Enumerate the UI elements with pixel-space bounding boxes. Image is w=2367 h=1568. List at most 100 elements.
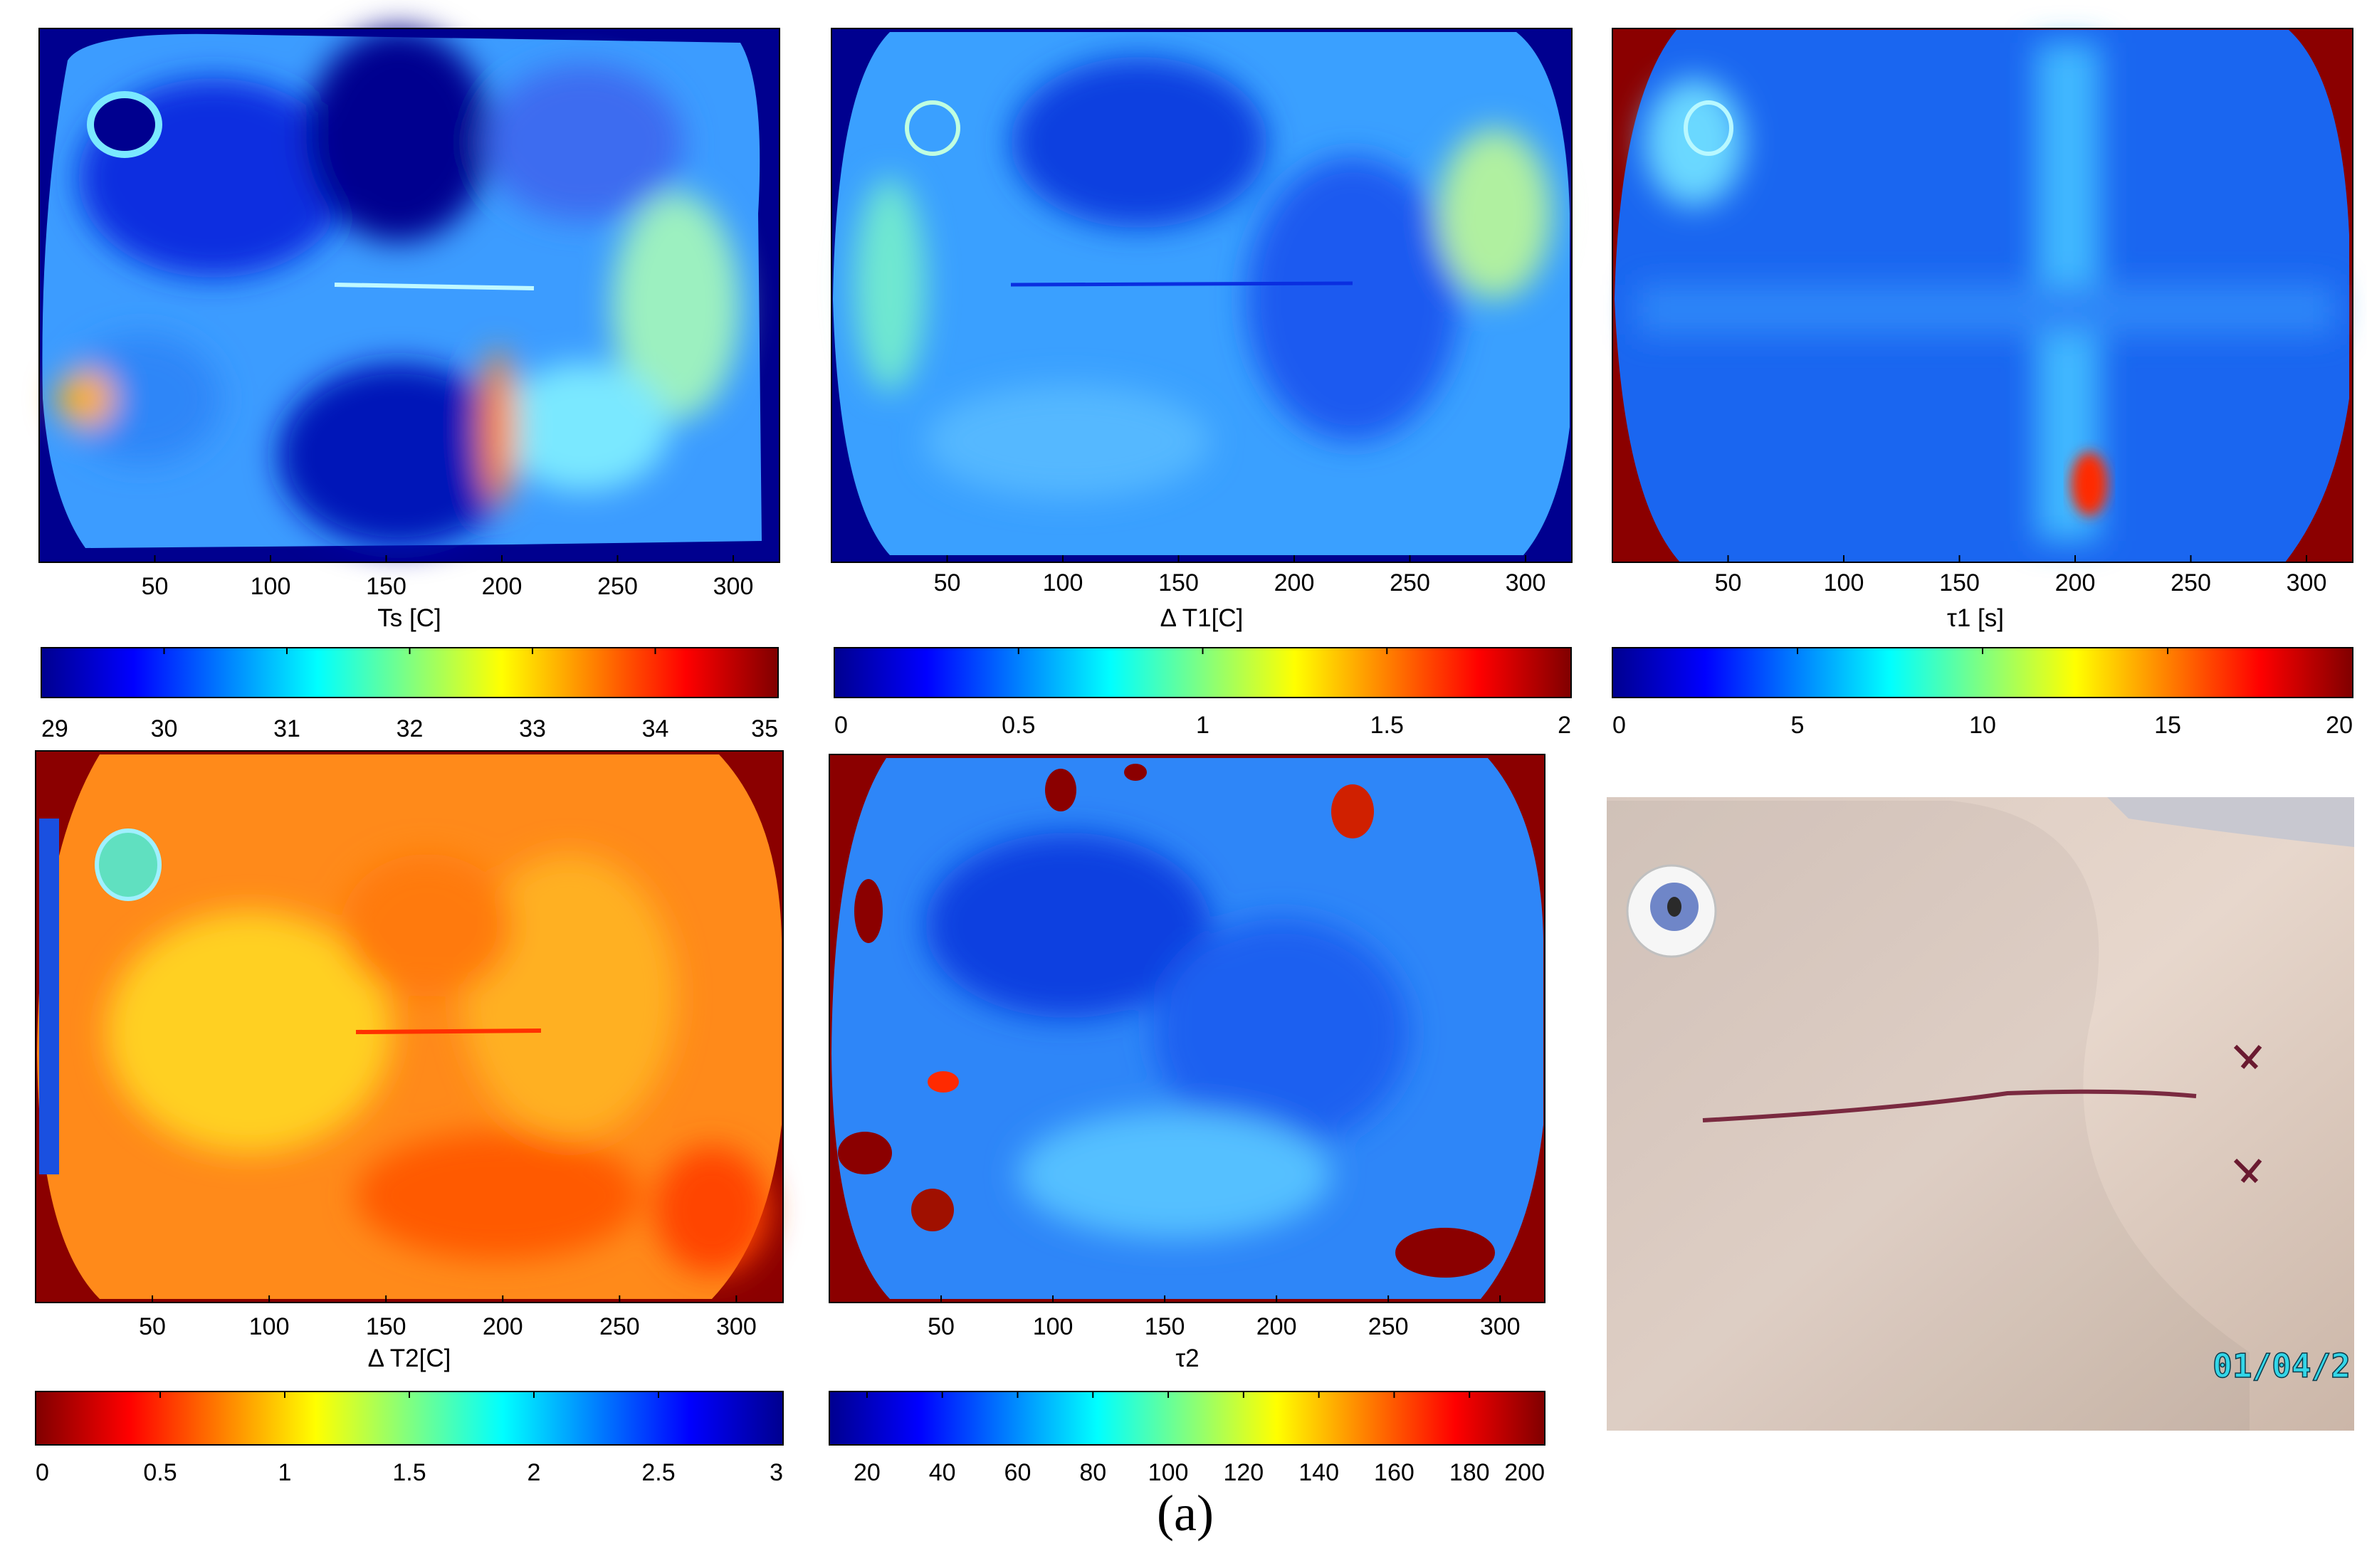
panel-tau1: 50 100 150 200 250 300 τ1 [s] 0 5 10 15 20 xyxy=(1612,28,2353,739)
colorbar-tick-label-dt2-2: 2 xyxy=(528,1459,541,1486)
colorbar-gradient-dt1 xyxy=(834,647,1572,698)
high-value-blobs-tau2 xyxy=(838,764,1495,1278)
x-axis-tau1: 50 100 150 200 250 300 xyxy=(1715,555,2327,596)
heatmap-dt1 xyxy=(833,32,1570,555)
colorbar-tick-label-tau1-15: 15 xyxy=(2154,712,2181,739)
colorbar-tick-label-tau2-20: 20 xyxy=(854,1459,881,1486)
colorbar-tick-label-tau2-180: 180 xyxy=(1449,1459,1490,1486)
colorbar-tick-label-tau2-80: 80 xyxy=(1079,1459,1106,1486)
heatmap-tau2 xyxy=(831,758,1543,1299)
heatmap-tau1 xyxy=(1615,30,2349,562)
colorbar-tick-label-tau1-5: 5 xyxy=(1791,712,1805,739)
incision-line-dt2 xyxy=(355,1028,542,1034)
colorbar-tick-label-tau2-100: 100 xyxy=(1148,1459,1189,1486)
x-tick-label-tau1-50: 50 xyxy=(1715,569,1742,596)
x-axis-tau2: 50 100 150 200 250 300 xyxy=(928,1295,1521,1340)
colorbar-ts: 29 30 31 32 33 34 35 xyxy=(41,647,779,742)
x-tick-label-tau1-250: 250 xyxy=(2171,569,2211,596)
x-tick-label-dt2-200: 200 xyxy=(483,1313,523,1340)
colorbar-tick-label-ts-33: 33 xyxy=(519,715,546,742)
panel-dt2: 50 100 150 200 250 300 Δ T2[C] 0 0.5 1 1.5 2 2.5 3 xyxy=(35,750,784,1486)
x-axis-ts: 50 100 150 200 250 300 xyxy=(142,555,753,600)
plot-outline-tau2 xyxy=(829,754,1545,1303)
colorbar-gradient-tau2 xyxy=(829,1391,1545,1446)
colorbar-gradient-tau1 xyxy=(1612,647,2353,698)
colorbar-tick-label-tau2-120: 120 xyxy=(1223,1459,1264,1486)
photo-date-stamp: 01/04/2 xyxy=(2213,1347,2351,1385)
colorbar-gradient-ts xyxy=(41,647,779,698)
heatmap-dt2 xyxy=(37,754,782,1299)
colorbar-tick-label-ts-35: 35 xyxy=(751,715,778,742)
colorbar-tick-label-tau2-140: 140 xyxy=(1298,1459,1339,1486)
plot-outline-dt1 xyxy=(831,28,1573,563)
drain-site-upper xyxy=(2233,1044,2262,1070)
colorbar-tick-label-tau2-60: 60 xyxy=(1004,1459,1032,1486)
colorbar-tick-label-ts-31: 31 xyxy=(273,715,300,742)
x-tick-label-dt1-100: 100 xyxy=(1043,569,1083,596)
colorbar-tick-label-tau2-160: 160 xyxy=(1374,1459,1415,1486)
colorbar-tick-label-dt2-1.5: 1.5 xyxy=(392,1459,426,1486)
drain-site-lower xyxy=(2233,1158,2262,1184)
x-tick-label-dt2-100: 100 xyxy=(249,1313,290,1340)
colorbar-tau1: 0 5 10 15 20 xyxy=(1612,647,2353,739)
plot-outline-ts xyxy=(38,28,780,563)
colorbar-tick-label-dt2-0: 0 xyxy=(36,1459,49,1486)
colorbar-tick-label-tau1-20: 20 xyxy=(2326,712,2353,739)
colorbar-tau2: 20 40 60 80 100 120 140 160 180 200 xyxy=(829,1391,1545,1486)
left-edge-dt2 xyxy=(39,819,59,1174)
electrode-spot-tau1 xyxy=(1684,100,1733,156)
axis-title-tau2: τ2 xyxy=(1175,1345,1199,1372)
plot-outline-tau1 xyxy=(1612,28,2353,563)
x-tick-label-ts-50: 50 xyxy=(142,573,169,600)
axis-title-ts: Ts [C] xyxy=(377,604,441,632)
electrode-spot-dt1 xyxy=(905,100,960,156)
x-tick-label-ts-100: 100 xyxy=(251,573,291,600)
x-tick-label-dt2-50: 50 xyxy=(139,1313,166,1340)
x-tick-label-dt2-150: 150 xyxy=(366,1313,406,1340)
x-axis-dt2: 50 100 150 200 250 300 xyxy=(139,1295,757,1340)
figure-caption: (a) xyxy=(1157,1485,1214,1542)
x-tick-label-dt1-300: 300 xyxy=(1506,569,1546,596)
axis-title-tau1: τ1 [s] xyxy=(1947,604,2004,632)
photo-fabric xyxy=(2107,797,2354,847)
colorbar-gradient-dt2 xyxy=(35,1391,784,1446)
x-tick-label-tau1-150: 150 xyxy=(1939,569,1980,596)
x-tick-label-tau1-100: 100 xyxy=(1824,569,1864,596)
plot-outline-dt2 xyxy=(35,750,784,1303)
x-tick-label-ts-150: 150 xyxy=(366,573,406,600)
panel-dt1: 50 100 150 200 250 300 Δ T1[C] 0 0.5 1 1.5 2 xyxy=(831,28,1573,739)
colorbar-tick-label-dt2-0.5: 0.5 xyxy=(143,1459,177,1486)
x-tick-label-tau2-200: 200 xyxy=(1256,1313,1297,1340)
electrode-spot-ts xyxy=(87,91,162,158)
colorbar-tick-label-tau2-40: 40 xyxy=(929,1459,956,1486)
x-tick-label-dt1-50: 50 xyxy=(934,569,961,596)
x-tick-label-ts-200: 200 xyxy=(482,573,523,600)
x-tick-label-ts-250: 250 xyxy=(597,573,638,600)
colorbar-tick-label-dt1-2: 2 xyxy=(1558,712,1571,739)
colorbar-tick-label-tau1-0: 0 xyxy=(1612,712,1626,739)
x-tick-label-tau1-300: 300 xyxy=(2287,569,2327,596)
hotspot-tau1 xyxy=(2071,452,2108,516)
x-tick-label-tau1-200: 200 xyxy=(2055,569,2096,596)
photo-shadow xyxy=(1607,801,2250,1431)
colorbar-tick-label-dt2-2.5: 2.5 xyxy=(641,1459,675,1486)
axis-title-dt1: Δ T1[C] xyxy=(1160,604,1244,632)
colorbar-tick-label-tau2-200: 200 xyxy=(1504,1459,1545,1486)
axis-title-dt2: Δ T2[C] xyxy=(368,1345,451,1372)
x-tick-label-tau2-50: 50 xyxy=(928,1313,955,1340)
x-tick-label-dt1-250: 250 xyxy=(1390,569,1430,596)
x-tick-label-dt2-250: 250 xyxy=(599,1313,640,1340)
heatmap-ts xyxy=(42,28,762,548)
photo-panel: 01/04/2 xyxy=(1607,797,2354,1431)
colorbar-tick-label-tau1-10: 10 xyxy=(1969,712,1996,739)
incision-line-ts xyxy=(334,283,535,290)
x-tick-label-dt2-300: 300 xyxy=(716,1313,757,1340)
x-tick-label-tau2-250: 250 xyxy=(1368,1313,1409,1340)
ecg-electrode xyxy=(1626,864,1717,958)
colorbar-tick-label-ts-34: 34 xyxy=(642,715,669,742)
photo-background xyxy=(1607,797,2354,1431)
panel-ts: 50 100 150 200 250 300 Ts [C] 29 30 31 32 33 34 35 xyxy=(38,28,780,742)
x-tick-label-dt1-150: 150 xyxy=(1158,569,1199,596)
colorbar-tick-label-ts-32: 32 xyxy=(397,715,424,742)
